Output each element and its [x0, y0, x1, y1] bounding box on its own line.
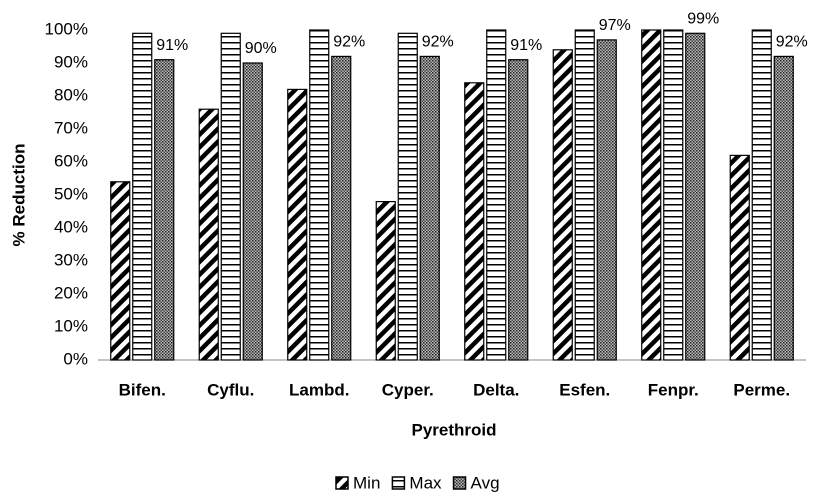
legend-swatch: [391, 476, 406, 490]
y-tick-label: 40%: [54, 217, 88, 236]
data-label: 92%: [776, 34, 808, 51]
bar: [641, 29, 662, 361]
y-tick-label: 50%: [54, 184, 88, 203]
x-tick-label: Cyper.: [382, 380, 434, 399]
data-label: 99%: [687, 11, 719, 28]
bar: [751, 29, 772, 361]
bar: [287, 88, 308, 361]
legend-label: Avg: [471, 473, 500, 492]
bar: [552, 49, 573, 361]
x-axis-title: Pyrethroid: [411, 420, 496, 439]
bar: [220, 32, 241, 361]
bar: [309, 29, 330, 361]
data-label: 97%: [599, 17, 631, 34]
x-tick-label: Esfen.: [559, 380, 610, 399]
bar: [486, 29, 507, 361]
legend-label: Max: [409, 473, 442, 492]
legend-swatch: [335, 476, 349, 490]
y-tick-label: 20%: [54, 283, 88, 302]
bar: [375, 201, 396, 361]
bar: [198, 108, 219, 361]
x-tick-label: Cyflu.: [207, 380, 254, 399]
bar: [419, 55, 440, 361]
y-axis-title: % Reduction: [9, 144, 28, 247]
y-tick-label: 60%: [54, 151, 88, 170]
y-tick-label: 90%: [54, 52, 88, 71]
x-tick-label: Bifen.: [119, 380, 166, 399]
bar: [663, 29, 684, 361]
y-tick-label: 30%: [54, 250, 88, 269]
bar: [110, 181, 131, 361]
y-tick-label: 70%: [54, 118, 88, 137]
y-tick-label: 80%: [54, 85, 88, 104]
y-tick-label: 0%: [63, 349, 88, 368]
bar: [729, 154, 750, 361]
bar: [508, 59, 529, 361]
x-tick-label: Delta.: [473, 380, 519, 399]
x-tick-label: Perme.: [733, 380, 790, 399]
bar: [685, 32, 706, 361]
bar: [331, 55, 352, 361]
data-label: 90%: [245, 40, 277, 57]
bar: [596, 39, 617, 361]
bar: [574, 29, 595, 361]
bar: [464, 82, 485, 361]
x-tick-label: Fenpr.: [648, 380, 699, 399]
y-tick-label: 100%: [45, 19, 88, 38]
bar: [132, 32, 153, 361]
data-label: 92%: [333, 34, 365, 51]
legend-label: Min: [353, 473, 380, 492]
legend-swatch: [452, 476, 467, 490]
data-label: 91%: [156, 37, 188, 54]
data-label: 91%: [510, 37, 542, 54]
bar: [773, 55, 794, 361]
data-label: 92%: [422, 34, 454, 51]
bar: [397, 32, 418, 361]
y-tick-label: 10%: [54, 316, 88, 335]
x-tick-label: Lambd.: [289, 380, 349, 399]
bar: [154, 59, 175, 361]
bar: [242, 62, 263, 361]
